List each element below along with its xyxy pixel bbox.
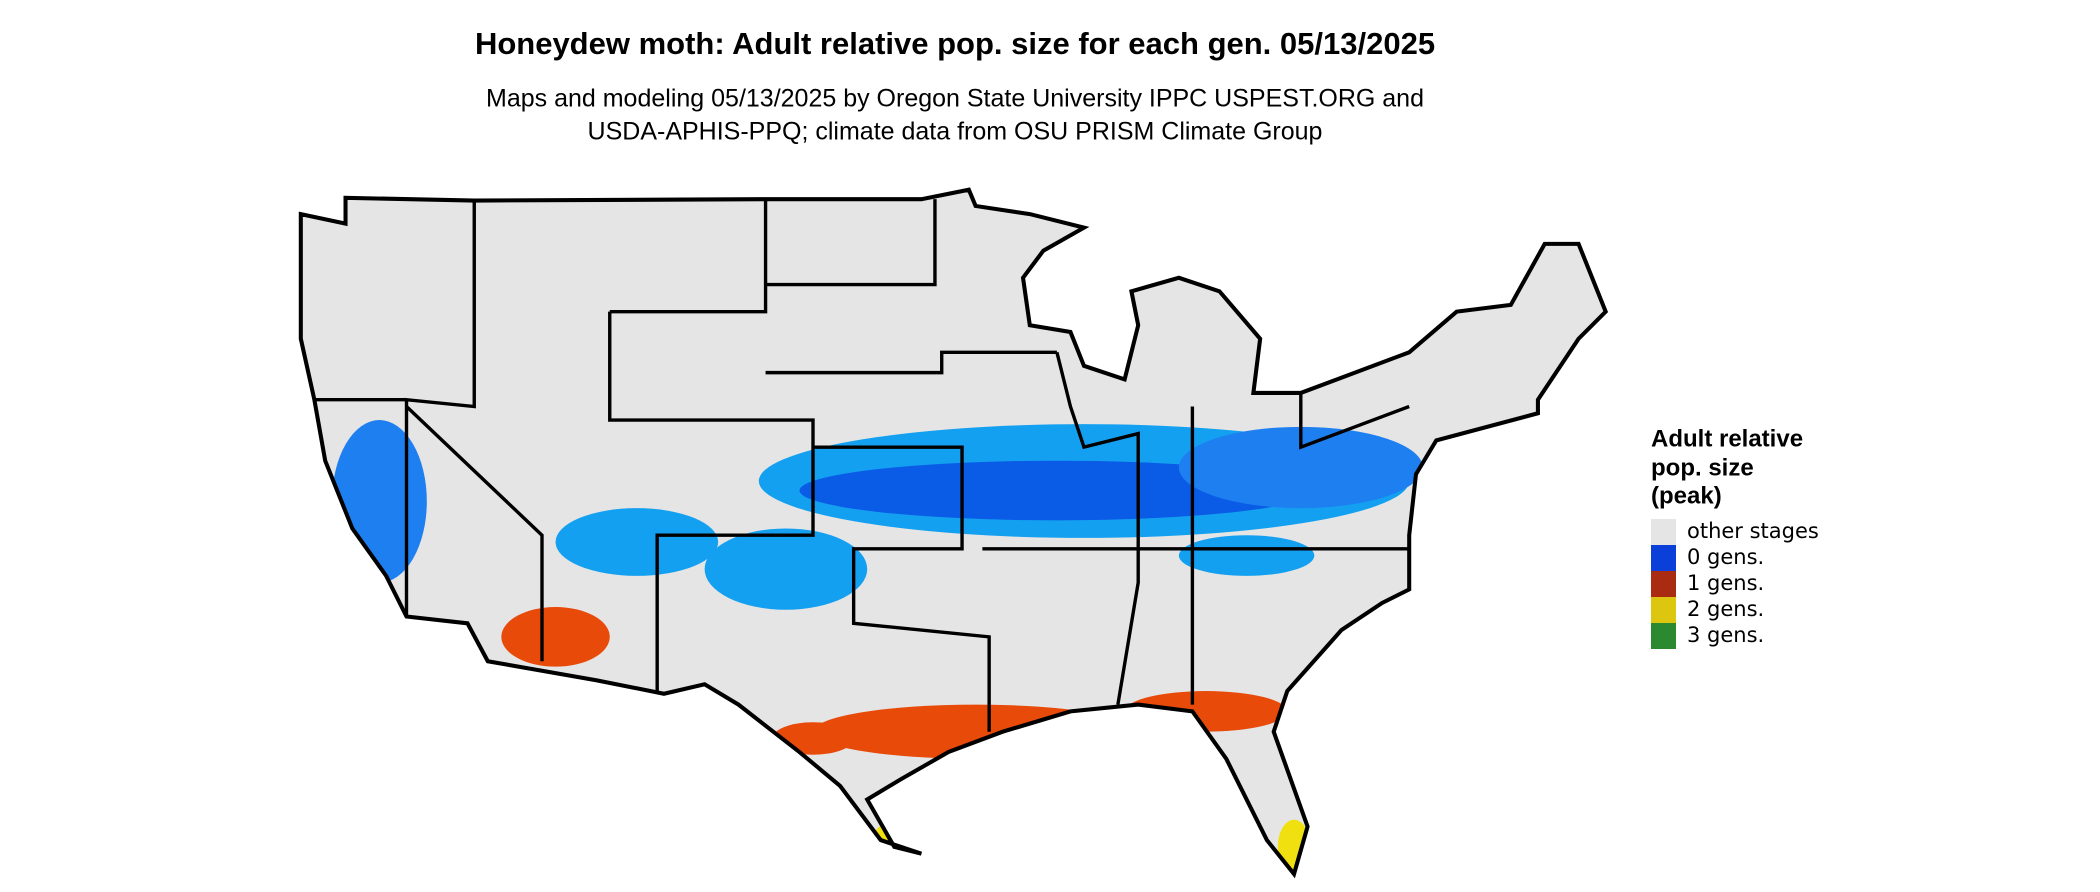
- legend-swatch: [1651, 597, 1676, 623]
- light-blue-region: [1178, 535, 1315, 576]
- legend-swatch: [1651, 571, 1676, 597]
- legend-swatch: [1651, 545, 1676, 571]
- light-blue-region: [704, 528, 868, 610]
- legend: Adult relative pop. size (peak) other st…: [1651, 425, 1819, 649]
- light-blue-region: [555, 508, 719, 576]
- orange-region: [1124, 691, 1288, 732]
- orange-region: [813, 704, 1139, 759]
- orange-region: [501, 607, 610, 667]
- us-map: [298, 187, 1609, 879]
- legend-title: pop. size: [1651, 454, 1754, 481]
- blue-region: [1178, 426, 1423, 509]
- us-outline: [298, 187, 1609, 879]
- legend-swatch: [1651, 623, 1676, 649]
- legend-label: 0 gens.: [1687, 545, 1764, 569]
- map-title: Honeydew moth: Adult relative pop. size …: [475, 26, 1435, 61]
- legend-label: other stages: [1687, 519, 1819, 543]
- legend-label: 3 gens.: [1687, 623, 1764, 647]
- subtitle-line: Maps and modeling 05/13/2025 by Oregon S…: [486, 85, 1424, 113]
- model-overlay: [331, 420, 1423, 874]
- legend-title: Adult relative: [1651, 425, 1803, 452]
- legend-swatch: [1651, 519, 1676, 545]
- state-borders: [314, 199, 1410, 732]
- light-blue-region: [331, 420, 427, 583]
- legend-title: (peak): [1651, 482, 1722, 509]
- legend-label: 1 gens.: [1687, 571, 1764, 595]
- subtitle-line: USDA-APHIS-PPQ; climate data from OSU PR…: [588, 118, 1323, 146]
- legend-label: 2 gens.: [1687, 597, 1764, 621]
